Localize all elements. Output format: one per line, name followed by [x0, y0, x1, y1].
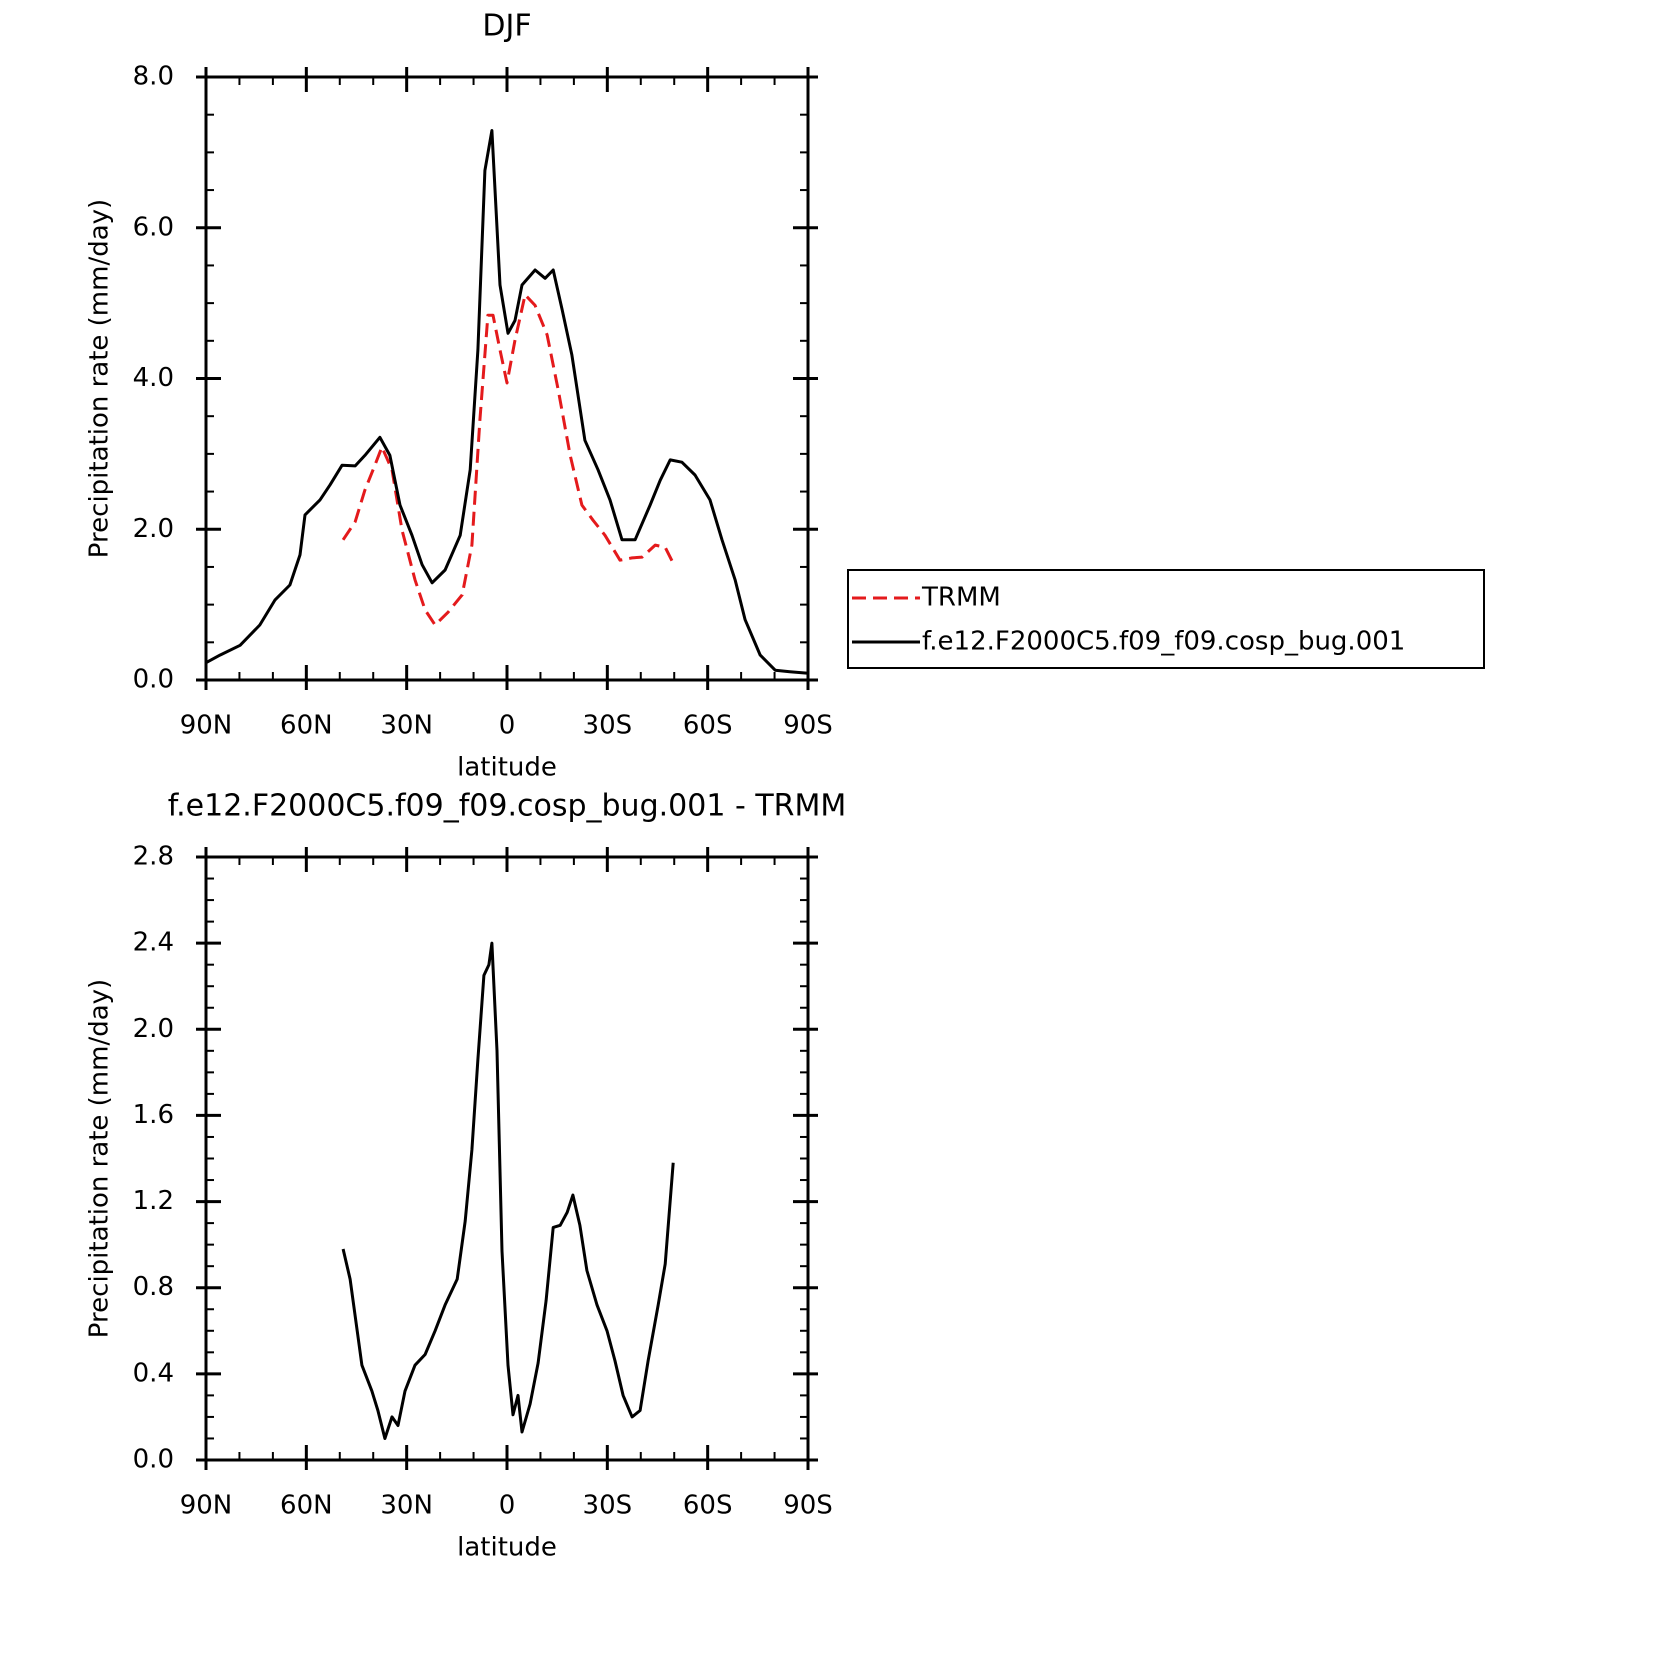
y-tick-label: 2.8	[133, 842, 174, 872]
x-axis-label: latitude	[457, 1533, 557, 1563]
chart-title: f.e12.F2000C5.f09_f09.cosp_bug.001 - TRM…	[168, 789, 847, 824]
y-tick-label: 1.6	[133, 1100, 174, 1130]
chart-title: DJF	[482, 9, 531, 44]
y-axis-label: Precipitation rate (mm/day)	[85, 979, 115, 1338]
data-line	[205, 129, 809, 675]
plot-frame	[204, 75, 810, 682]
x-tick-label: 90S	[783, 711, 833, 741]
y-tick-label: 0.0	[133, 1445, 174, 1475]
x-tick-label: 30N	[380, 711, 433, 741]
y-tick-label: 6.0	[133, 212, 174, 242]
legend-box	[847, 569, 1485, 669]
y-tick-label: 8.0	[133, 62, 174, 92]
x-tick-label: 30N	[380, 1491, 433, 1521]
x-tick-label: 60N	[280, 1491, 333, 1521]
y-axis-label: Precipitation rate (mm/day)	[85, 199, 115, 558]
y-tick-label: 2.0	[133, 1014, 174, 1044]
x-tick-label: 90N	[180, 1491, 233, 1521]
data-line	[341, 941, 675, 1440]
y-tick-label: 4.0	[133, 363, 174, 393]
y-tick-label: 0.0	[133, 665, 174, 695]
y-tick-label: 0.4	[133, 1358, 174, 1388]
x-tick-label: 90N	[180, 711, 233, 741]
x-tick-label: 60N	[280, 711, 333, 741]
x-tick-label: 0	[499, 1491, 516, 1521]
y-tick-label: 1.2	[133, 1186, 174, 1216]
y-tick-label: 2.4	[133, 928, 174, 958]
plot-frame	[204, 855, 810, 1462]
legend-label: TRMM	[921, 583, 1001, 613]
x-tick-label: 0	[499, 711, 516, 741]
x-axis-label: latitude	[457, 753, 557, 783]
x-tick-label: 60S	[683, 711, 733, 741]
y-tick-label: 2.0	[133, 514, 174, 544]
x-tick-label: 30S	[583, 711, 633, 741]
x-tick-label: 30S	[583, 1491, 633, 1521]
data-line	[341, 293, 675, 627]
x-tick-label: 90S	[783, 1491, 833, 1521]
x-tick-label: 60S	[683, 1491, 733, 1521]
y-tick-label: 0.8	[133, 1272, 174, 1302]
legend-label: f.e12.F2000C5.f09_f09.cosp_bug.001	[922, 627, 1405, 657]
